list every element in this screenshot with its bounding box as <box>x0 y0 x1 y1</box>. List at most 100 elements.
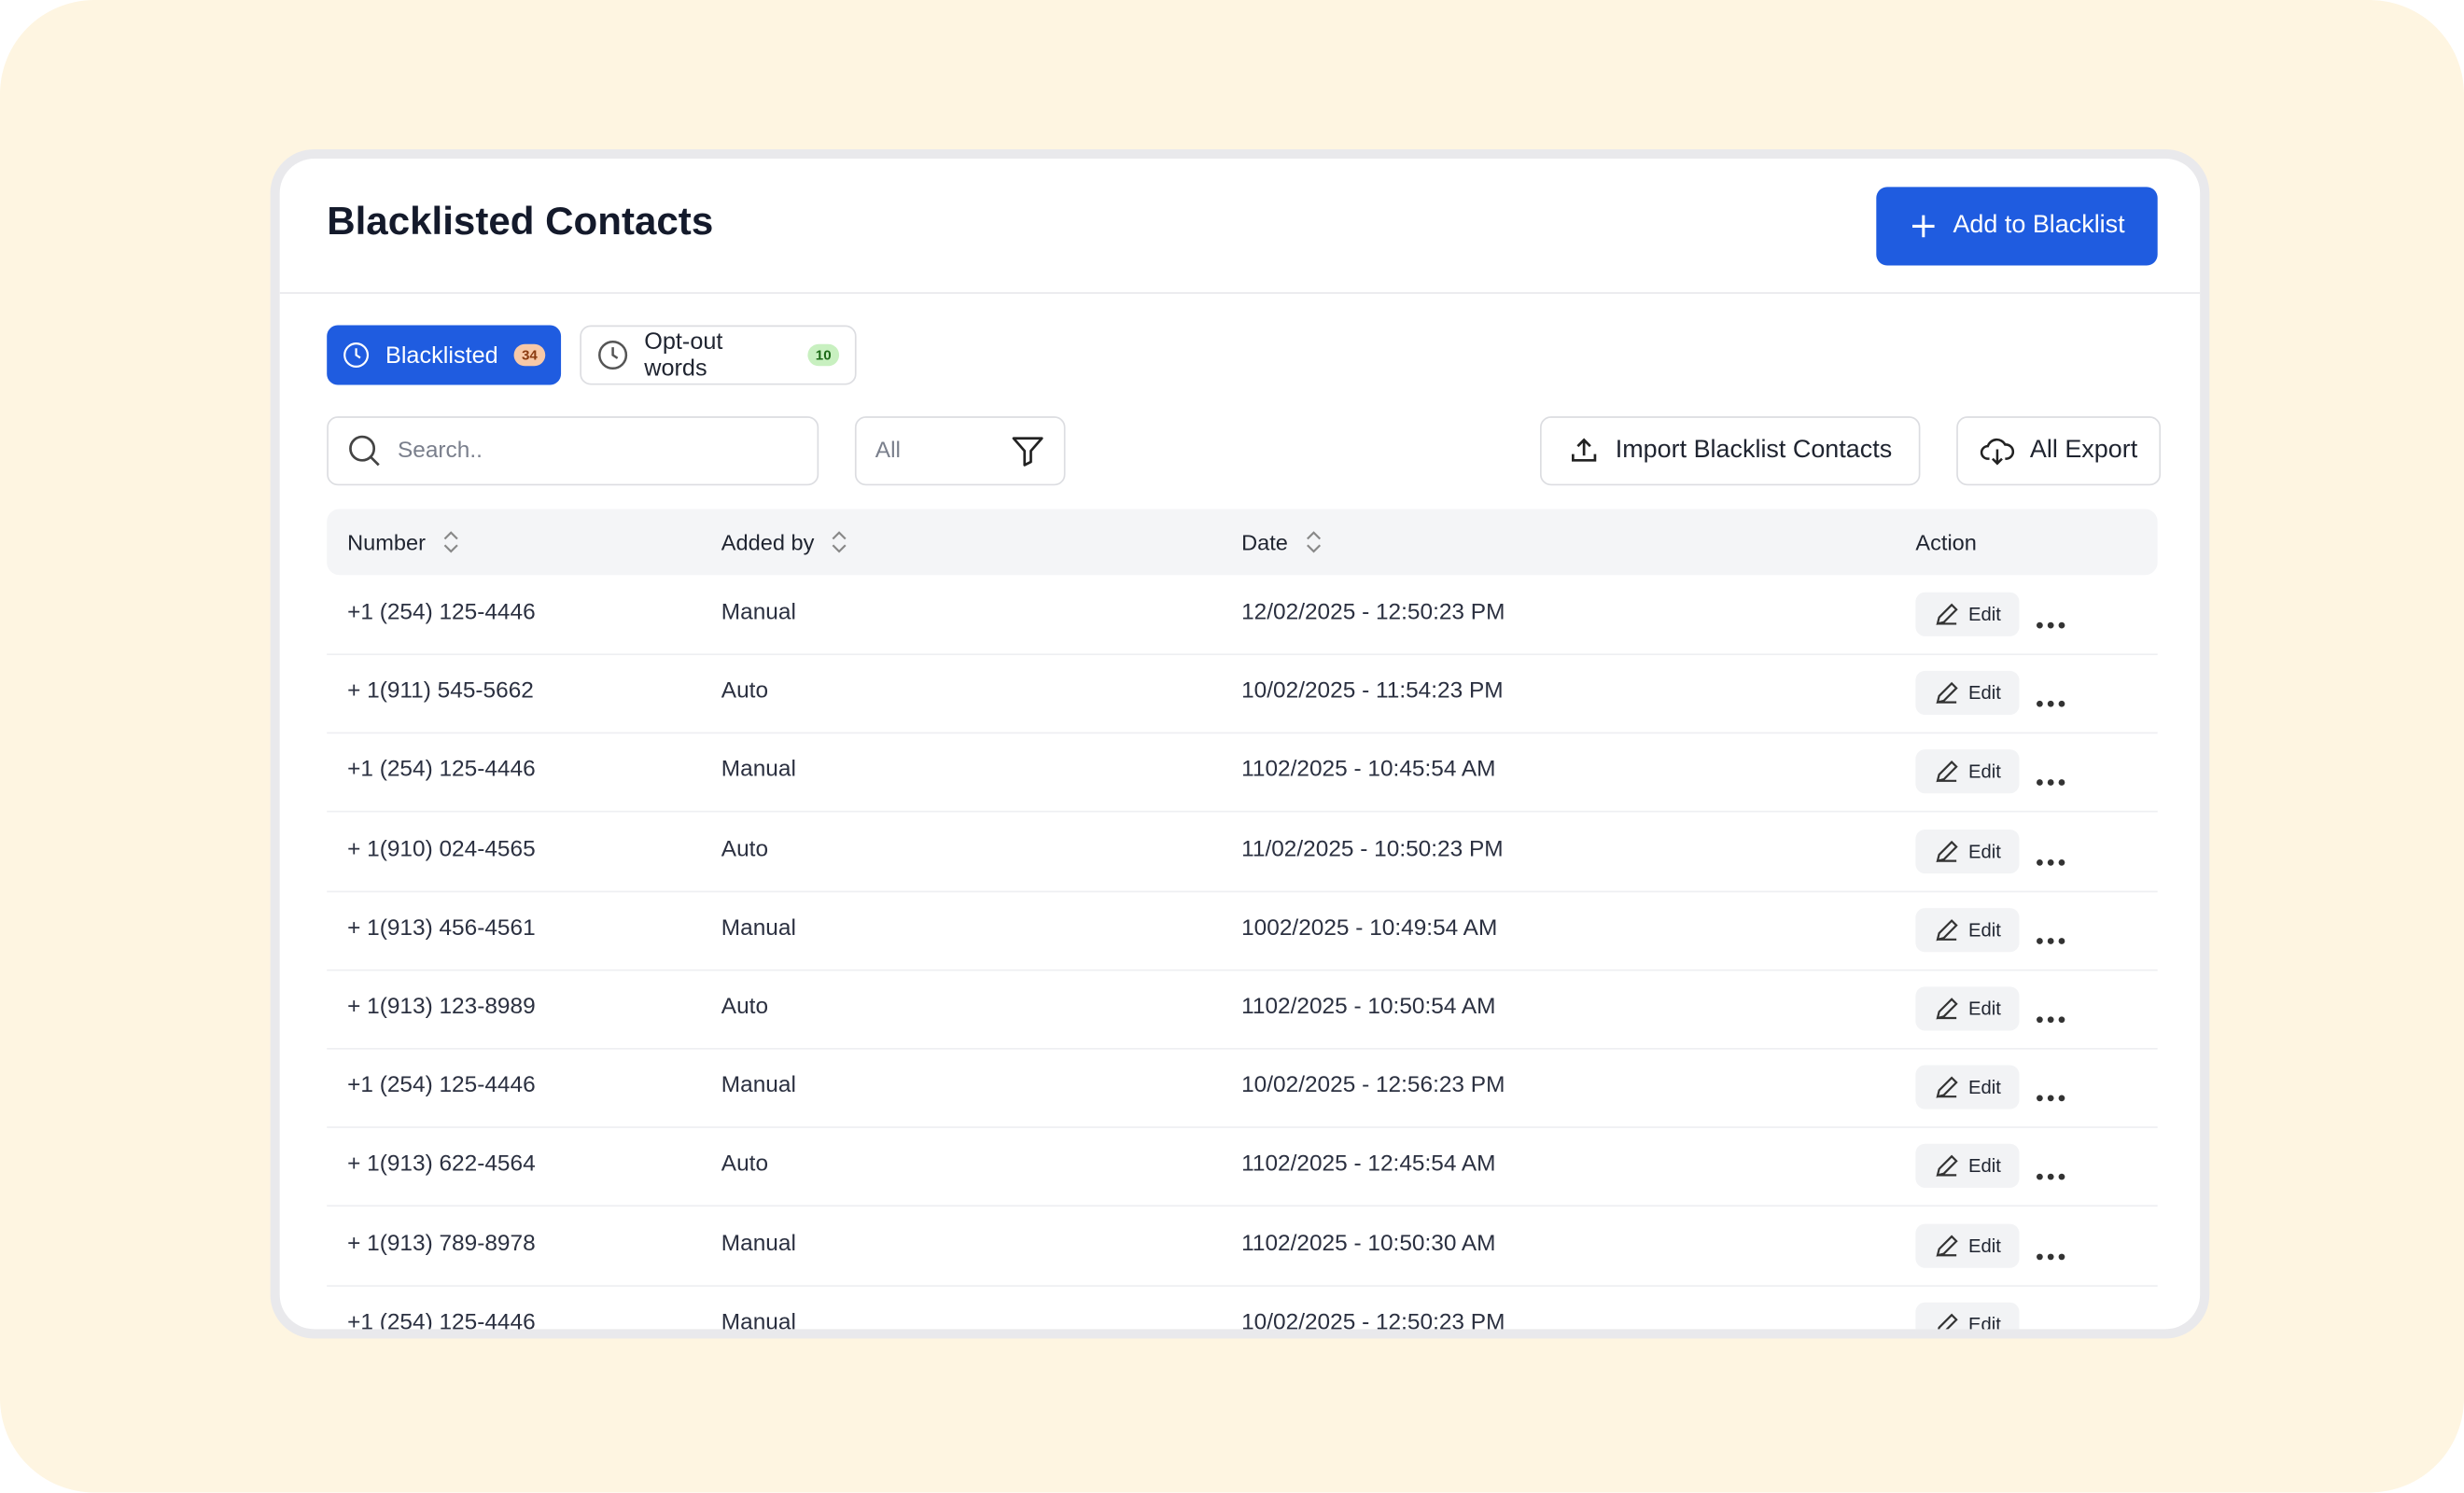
more-button <box>2035 925 2066 953</box>
add-button[interactable]: Add to Blacklist <box>1876 187 2157 265</box>
row-separator <box>327 969 2157 970</box>
table-cell: + 1(913) 622-4564 <box>347 1152 536 1178</box>
row-separator <box>327 890 2157 892</box>
edit-label: Edit <box>1968 1077 2001 1099</box>
column-header-text: Action <box>1915 529 1977 554</box>
table-cell-text: + 1(913) 456-4561 <box>347 915 536 941</box>
column-header: Added by <box>721 509 849 576</box>
table-cell: 1102/2025 - 10:50:54 AM <box>1241 995 1495 1020</box>
table-cell: 10/02/2025 - 12:50:23 PM <box>1241 1310 1505 1330</box>
more-icon[interactable] <box>2035 621 2066 630</box>
edit-icon <box>1934 1075 1959 1100</box>
tab-label: Opt-out words <box>644 328 791 382</box>
table-cell-text: Manual <box>721 758 796 783</box>
edit-button[interactable]: Edit <box>1915 750 2019 794</box>
table-cell-text: + 1(913) 789-8978 <box>347 1231 536 1256</box>
edit-button[interactable]: Edit <box>1915 1144 2019 1188</box>
cloud-icon <box>1980 435 2014 467</box>
export-label: All Export <box>2030 437 2137 465</box>
edit-label: Edit <box>1968 682 2001 705</box>
edit-button[interactable]: Edit <box>1915 1302 2019 1329</box>
edit-label: Edit <box>1968 1155 2001 1178</box>
edit-icon <box>1934 917 1959 942</box>
search-box[interactable]: Search.. <box>327 416 819 485</box>
table-cell: 10/02/2025 - 11:54:23 PM <box>1241 679 1504 705</box>
clock-icon <box>343 340 370 371</box>
table-cell: +1 (254) 125-4446 <box>347 1310 536 1330</box>
import-button[interactable]: Import Blacklist Contacts <box>1540 416 1920 485</box>
edit-icon <box>1934 996 1959 1021</box>
table-cell-text: + 1(913) 123-8989 <box>347 995 536 1020</box>
table-cell-text: Auto <box>721 1152 768 1178</box>
edit-label: Edit <box>1968 919 2001 942</box>
more-icon[interactable] <box>2035 778 2066 788</box>
tab-blacklisted[interactable]: Blacklisted 34 <box>327 326 561 385</box>
export-button[interactable]: All Export <box>1956 416 2161 485</box>
more-icon[interactable] <box>2035 1015 2066 1025</box>
upload-icon <box>1568 435 1600 467</box>
column-header: Date <box>1241 509 1323 576</box>
more-icon[interactable] <box>2035 1094 2066 1103</box>
edit-icon <box>1934 760 1959 785</box>
add-label: Add to Blacklist <box>1953 212 2124 240</box>
row-separator <box>327 733 2157 734</box>
card-frame: Blacklisted Contacts Add to Blacklist Bl… <box>271 149 2210 1339</box>
more-button <box>2035 1082 2066 1110</box>
more-icon[interactable] <box>2035 1173 2066 1182</box>
edit-icon <box>1934 1153 1959 1179</box>
column-header-text: Added by <box>721 529 815 554</box>
edit-button[interactable]: Edit <box>1915 593 2019 636</box>
table-cell: + 1(913) 123-8989 <box>347 995 536 1020</box>
edit-button[interactable]: Edit <box>1915 671 2019 715</box>
more-icon[interactable] <box>2035 858 2066 867</box>
sort-icon <box>1304 529 1323 554</box>
table-cell-text: +1 (254) 125-4446 <box>347 758 536 783</box>
table-cell-text: 1102/2025 - 12:45:54 AM <box>1241 1152 1495 1178</box>
search-placeholder: Search.. <box>398 439 483 464</box>
edit-button[interactable]: Edit <box>1915 829 2019 872</box>
card: Blacklisted Contacts Add to Blacklist Bl… <box>280 159 2200 1329</box>
table-cell: 12/02/2025 - 12:50:23 PM <box>1241 600 1505 625</box>
filter-icon <box>1011 434 1045 468</box>
edit-button[interactable]: Edit <box>1915 908 2019 952</box>
more-icon[interactable] <box>2035 936 2066 945</box>
table-cell-text: Auto <box>721 995 768 1020</box>
plus-icon <box>1909 212 1937 240</box>
tab-optout[interactable]: Opt-out words 10 <box>580 326 856 385</box>
edit-icon <box>1934 602 1959 627</box>
filter-value: All <box>875 439 901 464</box>
table-cell: Manual <box>721 600 796 625</box>
filter-select[interactable]: All <box>855 416 1066 485</box>
table-cell: 11/02/2025 - 10:50:23 PM <box>1241 837 1504 862</box>
clock-icon <box>597 340 629 371</box>
import-label: Import Blacklist Contacts <box>1616 437 1892 465</box>
table-cell: Auto <box>721 995 768 1020</box>
row-separator <box>327 1048 2157 1050</box>
table-cell-text: +1 (254) 125-4446 <box>347 1310 536 1330</box>
table-cell-text: + 1(913) 622-4564 <box>347 1152 536 1178</box>
sort-icon <box>441 529 460 554</box>
more-icon[interactable] <box>2035 700 2066 709</box>
table-cell: 1102/2025 - 12:45:54 AM <box>1241 1152 1495 1178</box>
table-cell: +1 (254) 125-4446 <box>347 1073 536 1098</box>
table-cell-text: 11/02/2025 - 10:50:23 PM <box>1241 837 1504 862</box>
table-cell: Auto <box>721 679 768 705</box>
table-cell-text: +1 (254) 125-4446 <box>347 1073 536 1098</box>
more-icon[interactable] <box>2035 1251 2066 1261</box>
edit-button[interactable]: Edit <box>1915 986 2019 1030</box>
table-cell: Manual <box>721 1231 796 1256</box>
more-button <box>2035 1162 2066 1190</box>
edit-label: Edit <box>1968 1235 2001 1257</box>
table-cell-text: 1102/2025 - 10:45:54 AM <box>1241 758 1495 783</box>
edit-label: Edit <box>1968 761 2001 784</box>
table-cell-text: 12/02/2025 - 12:50:23 PM <box>1241 600 1505 625</box>
edit-button[interactable]: Edit <box>1915 1066 2019 1109</box>
edit-button[interactable]: Edit <box>1915 1223 2019 1267</box>
table-cell-text: +1 (254) 125-4446 <box>347 600 536 625</box>
table-cell: +1 (254) 125-4446 <box>347 758 536 783</box>
row-separator <box>327 1206 2157 1207</box>
row-separator <box>327 811 2157 813</box>
table-cell: Auto <box>721 837 768 862</box>
table-cell-text: Manual <box>721 915 796 941</box>
